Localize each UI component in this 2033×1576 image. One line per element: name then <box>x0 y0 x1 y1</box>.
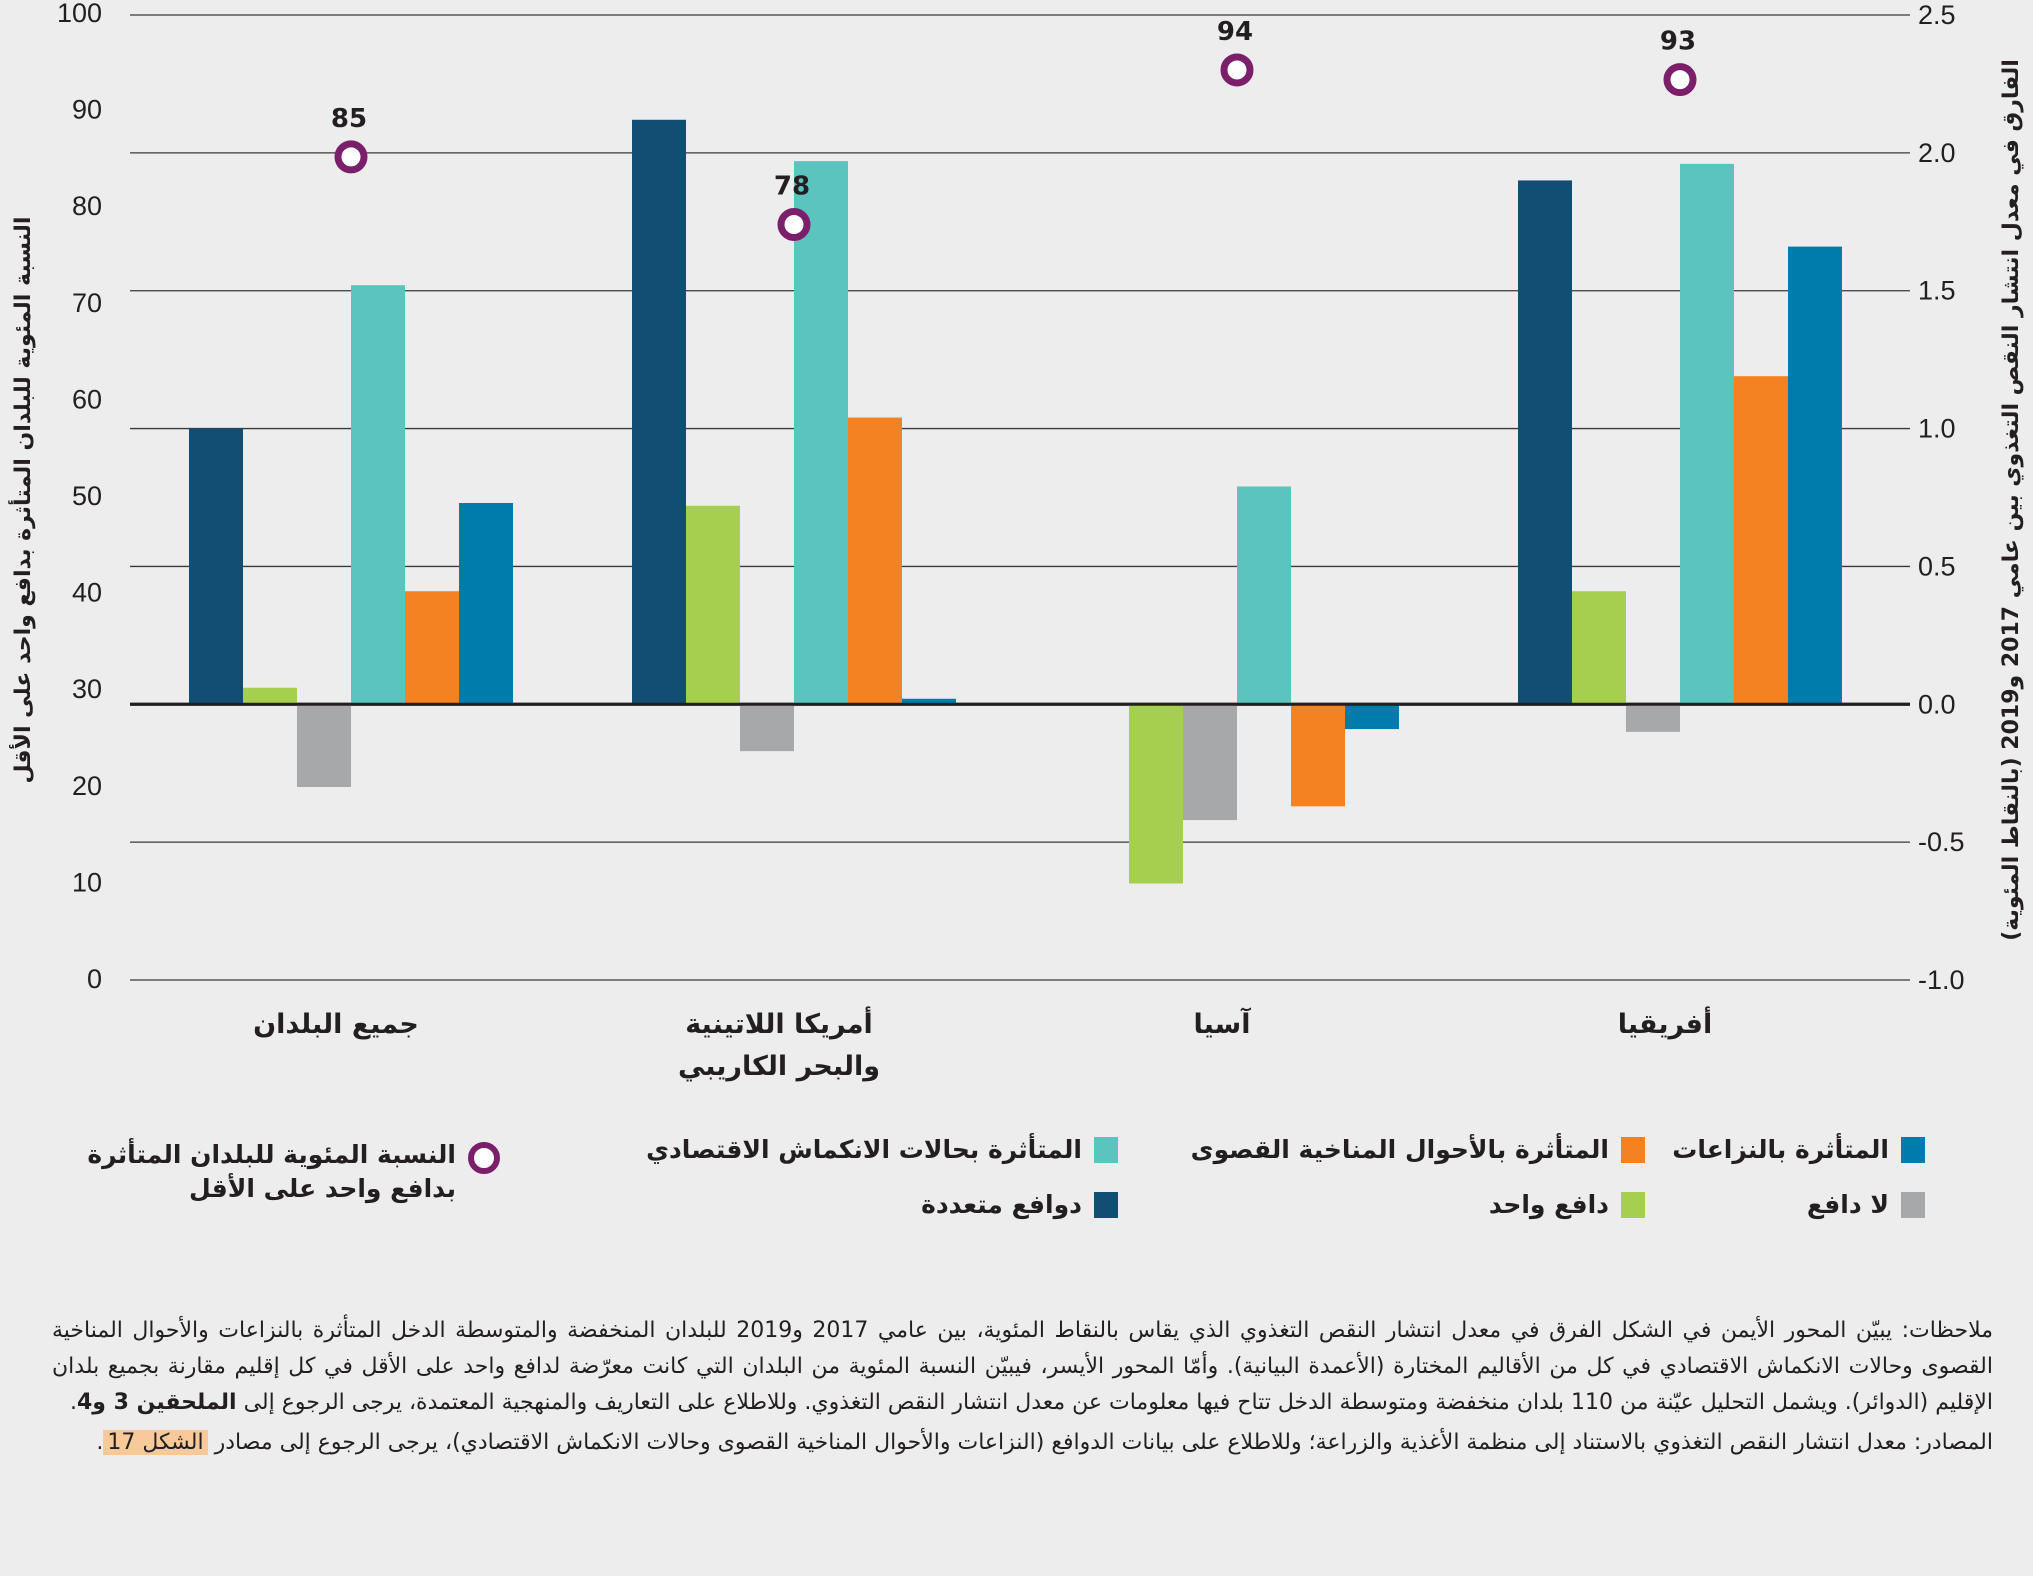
left-axis-tick-label: 60 <box>72 384 102 414</box>
legend-label-economic: المتأثرة بحالات الانكماش الاقتصادي <box>646 1135 1082 1164</box>
category-label: أفريقيا <box>1618 1006 1712 1040</box>
right-axis-tick-label: -0.5 <box>1918 827 1965 857</box>
notes-section: ملاحظات: يبيّن المحور الأيمن في الشكل ال… <box>52 1313 1993 1465</box>
bar-climate <box>1734 376 1788 705</box>
bar-conflict <box>902 698 956 705</box>
circle-marker-icon <box>468 1142 500 1174</box>
right-axis-title: الفارق في معدل انتشار النقص التغذوي بين … <box>1999 59 2024 941</box>
bar-economic <box>1237 486 1291 705</box>
left-axis-tick-label: 50 <box>72 481 102 511</box>
legend-swatch-climate <box>1621 1136 1645 1163</box>
left-axis-tick-label: 20 <box>72 771 102 801</box>
bar-climate <box>405 591 459 705</box>
legend-label-conflict: المتأثرة بالنزاعات <box>1672 1135 1889 1164</box>
legend-item-conflict: المتأثرة بالنزاعات <box>1672 1135 1925 1164</box>
share-circle-marker <box>777 208 811 242</box>
bar-one <box>1572 591 1626 705</box>
bar-multiple <box>189 428 243 705</box>
bar-conflict <box>1345 704 1399 730</box>
share-circle-label: 85 <box>331 104 367 134</box>
bar-multiple <box>1518 180 1572 705</box>
right-axis-tick-label: 2.0 <box>1918 138 1956 168</box>
bar-none <box>297 704 351 787</box>
share-circle-marker <box>1220 53 1254 87</box>
legend-item-none: لا دافع <box>1807 1190 1925 1219</box>
legend-label-one: دافع واحد <box>1488 1190 1609 1219</box>
category-label: أمريكا اللاتينية <box>685 1006 873 1040</box>
notes-paragraph: ملاحظات: يبيّن المحور الأيمن في الشكل ال… <box>52 1313 1993 1421</box>
legend: المتأثرة بالنزاعات المتأثرة بالأحوال الم… <box>0 1135 2033 1235</box>
legend-item-economic: المتأثرة بحالات الانكماش الاقتصادي <box>646 1135 1118 1164</box>
share-circle-marker <box>1663 63 1697 97</box>
right-axis-tick-label: 0.5 <box>1918 551 1956 581</box>
bar-one <box>243 687 297 705</box>
legend-swatch-conflict <box>1901 1136 1925 1163</box>
legend-item-share-circle: النسبة المئوية للبلدان المتأثرة بدافع وا… <box>87 1138 500 1206</box>
bar-economic <box>794 161 848 705</box>
legend-item-one: دافع واحد <box>1489 1190 1645 1219</box>
bar-multiple <box>632 119 686 705</box>
legend-label-share: النسبة المئوية للبلدان المتأثرة بدافع وا… <box>87 1138 456 1206</box>
category-label: والبحر الكاريبي <box>678 1051 880 1082</box>
figure-17-link[interactable]: الشكل 17 <box>103 1430 208 1455</box>
category-label: آسيا <box>1194 1007 1252 1040</box>
bar-conflict <box>1788 246 1842 705</box>
legend-item-multiple: دوافع متعددة <box>921 1190 1118 1219</box>
bar-conflict <box>459 503 513 705</box>
bar-none <box>1183 704 1237 821</box>
right-axis-tick-label: 2.5 <box>1918 0 1956 30</box>
category-label: جميع البلدان <box>253 1009 419 1040</box>
share-circle-label: 93 <box>1660 27 1696 57</box>
notes-text: ملاحظات: يبيّن المحور الأيمن في الشكل ال… <box>52 1318 1993 1415</box>
notes-end: . <box>69 1390 77 1415</box>
legend-swatch-multiple <box>1094 1191 1118 1218</box>
bar-chart: -1.0 -0.5 0.0 0.5 1.0 1.5 2.0 2.5 0 10 20 30 40 50 60 7… <box>7 0 2024 1082</box>
left-axis-tick-label: 10 <box>72 867 102 897</box>
left-axis-tick-label: 100 <box>57 0 102 28</box>
legend-label-none: لا دافع <box>1806 1190 1889 1219</box>
legend-share-line1: النسبة المئوية للبلدان المتأثرة <box>87 1140 456 1169</box>
sources-text: المصادر: معدل انتشار النقص التغذوي بالاس… <box>214 1430 1993 1455</box>
sources-paragraph: المصادر: معدل انتشار النقص التغذوي بالاس… <box>52 1425 1993 1461</box>
bar-one <box>686 505 740 705</box>
bar-none <box>1626 704 1680 732</box>
left-axis-tick-label: 90 <box>72 95 102 125</box>
bar-one <box>1129 704 1183 884</box>
share-circle-label: 78 <box>774 172 810 202</box>
bar-none <box>740 704 794 752</box>
legend-swatch-none <box>1901 1191 1925 1218</box>
legend-swatch-one <box>1621 1191 1645 1218</box>
bar-economic <box>1680 163 1734 705</box>
share-circle-label: 94 <box>1217 17 1253 47</box>
bar-climate <box>1291 704 1345 807</box>
share-circle-marker <box>334 140 368 174</box>
legend-label-multiple: دوافع متعددة <box>921 1190 1082 1219</box>
legend-item-climate: المتأثرة بالأحوال المناخية القصوى <box>1191 1135 1645 1164</box>
left-axis-tick-label: 70 <box>72 288 102 318</box>
annex-reference: الملحقين 3 و4 <box>76 1390 237 1415</box>
left-axis-tick-label: 30 <box>72 674 102 704</box>
left-axis-tick-label: 40 <box>72 578 102 608</box>
legend-share-line2: بدافع واحد على الأقل <box>189 1174 456 1203</box>
right-axis-tick-label: 0.0 <box>1918 689 1956 719</box>
bar-economic <box>351 285 405 705</box>
left-axis-tick-label: 0 <box>87 964 102 994</box>
right-axis-tick-label: 1.5 <box>1918 276 1956 306</box>
right-axis-tick-label: 1.0 <box>1918 414 1956 444</box>
left-axis-tick-label: 80 <box>72 191 102 221</box>
left-axis-title: النسبة المئوية للبلدان المتأثرة بدافع وا… <box>7 217 36 784</box>
legend-swatch-economic <box>1094 1136 1118 1163</box>
right-axis-tick-label: -1.0 <box>1918 965 1965 995</box>
sources-end: . <box>96 1430 104 1455</box>
bar-climate <box>848 417 902 705</box>
legend-label-climate: المتأثرة بالأحوال المناخية القصوى <box>1190 1135 1609 1164</box>
